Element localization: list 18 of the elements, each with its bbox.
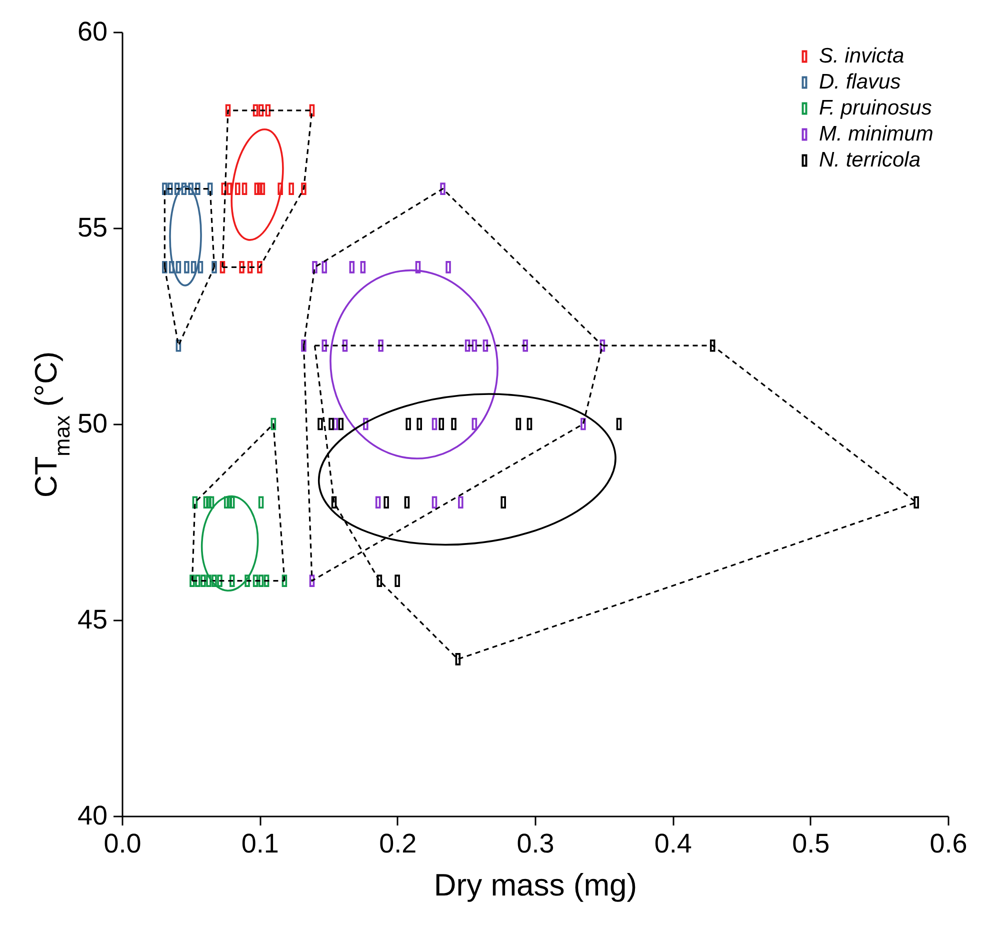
- y-tick-label: 40: [77, 800, 108, 830]
- y-tick-label: 50: [77, 408, 108, 438]
- x-tick-label: 0.3: [516, 828, 554, 858]
- x-tick-label: 0.5: [792, 828, 830, 858]
- x-tick-label: 0.6: [930, 828, 968, 858]
- x-tick-label: 0.0: [104, 828, 142, 858]
- x-tick-label: 0.2: [379, 828, 417, 858]
- legend-label: F. pruinosus: [819, 96, 932, 120]
- legend-label: S. invicta: [819, 44, 904, 68]
- legend-label: N. terricola: [819, 148, 921, 172]
- y-tick-label: 45: [77, 604, 108, 634]
- y-tick-label: 60: [77, 16, 108, 46]
- x-axis-title: Dry mass (mg): [434, 868, 638, 902]
- legend-label: D. flavus: [819, 70, 902, 94]
- x-tick-label: 0.4: [654, 828, 692, 858]
- x-tick-label: 0.1: [241, 828, 279, 858]
- y-tick-label: 55: [77, 212, 108, 242]
- legend-label: M. minimum: [819, 122, 934, 146]
